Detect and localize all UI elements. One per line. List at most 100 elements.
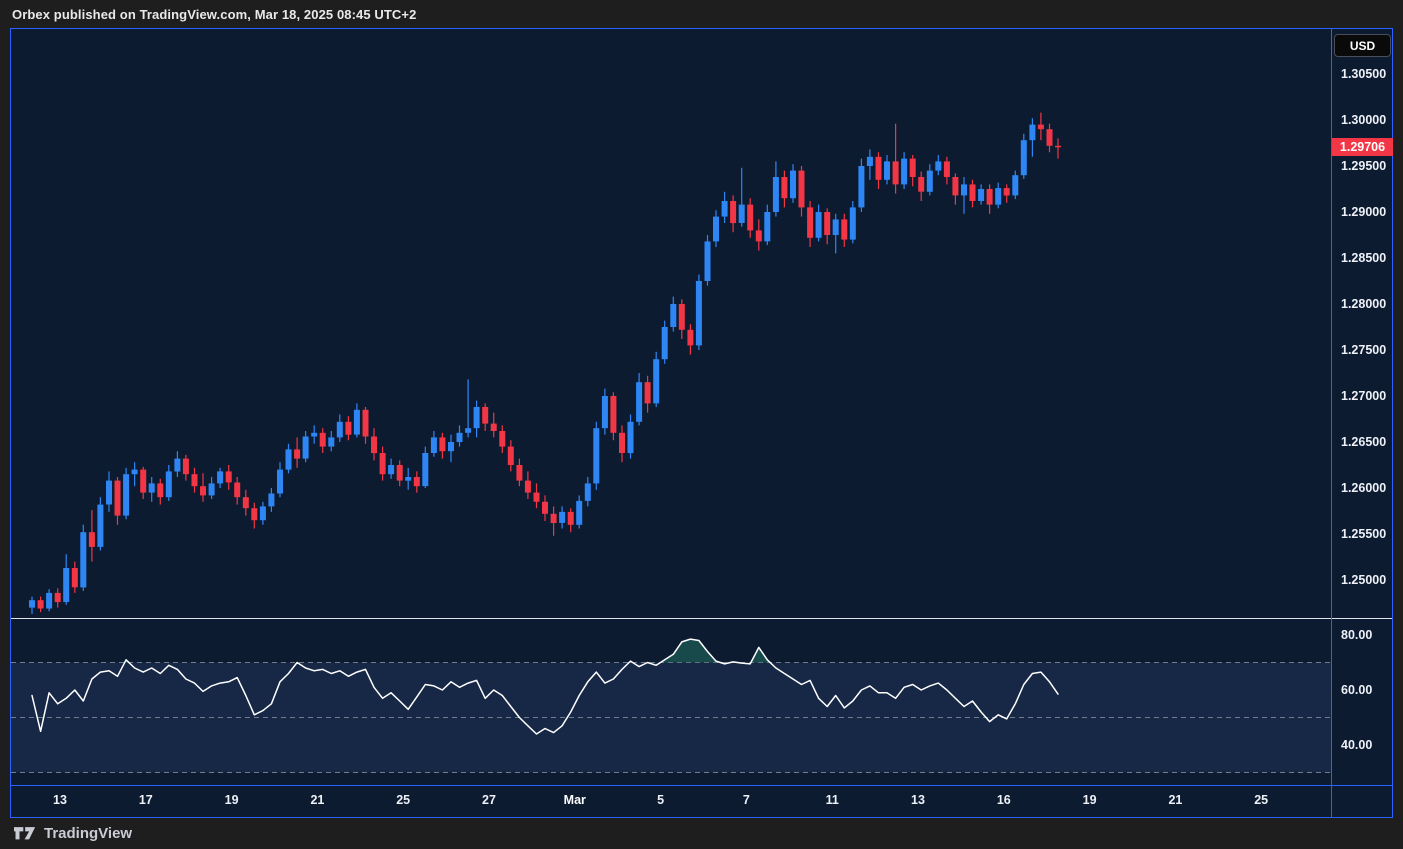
rsi-pane-bottom-border: [11, 785, 1392, 786]
candle-body: [148, 483, 155, 493]
candle-body: [106, 480, 112, 505]
candle-body: [200, 486, 206, 496]
price-tick-label: 1.25000: [1341, 573, 1387, 587]
candle-body: [362, 409, 369, 437]
candle-body: [285, 449, 292, 470]
candle-body: [593, 428, 600, 484]
candle-body: [1003, 188, 1010, 196]
price-tick-label: 1.25500: [1341, 527, 1387, 541]
candle-body: [345, 421, 352, 435]
candle-body: [755, 230, 762, 242]
price-tick-label: 1.28000: [1341, 297, 1387, 311]
candle-body: [1037, 124, 1044, 130]
candle-body: [952, 177, 959, 196]
candle-body: [174, 458, 181, 472]
candle-body: [208, 483, 215, 496]
candle-body: [601, 396, 608, 429]
time-tick-label: Mar: [563, 793, 586, 807]
candle-body: [866, 156, 873, 166]
candle-body: [251, 508, 258, 521]
price-tick-label: 1.26500: [1341, 435, 1387, 449]
time-tick-label: 7: [742, 793, 750, 807]
candle-body: [448, 442, 454, 452]
candle-body: [268, 493, 275, 507]
candle-body: [388, 465, 395, 475]
candle-body: [678, 304, 685, 330]
candle-body: [687, 329, 694, 346]
candle-body: [63, 568, 70, 602]
candle-body: [80, 532, 87, 588]
candle-body: [165, 471, 172, 498]
time-tick-label: 27: [482, 793, 496, 807]
price-axis-border: [1331, 29, 1332, 817]
time-axis[interactable]: 13 17 19 21 25 27 Mar 5 7 11 13 16 19 21 25: [11, 786, 1331, 819]
candle-body: [661, 327, 668, 360]
price-tick-label: 1.30000: [1341, 113, 1387, 127]
rsi-tick-label: 60.00: [1341, 683, 1373, 697]
price-tick-label: 1.27500: [1341, 343, 1387, 357]
candle-body: [772, 177, 779, 212]
candle-body: [371, 436, 377, 454]
rsi-pane[interactable]: [11, 619, 1331, 785]
candle-body: [721, 201, 728, 217]
candle-body: [114, 480, 121, 516]
candle-body: [627, 421, 634, 454]
candle-body: [439, 437, 446, 452]
candle-body: [815, 212, 822, 238]
candle-body: [1046, 129, 1053, 146]
candle-body: [259, 506, 266, 521]
candle-body: [1055, 145, 1061, 148]
pane-divider[interactable]: [11, 618, 1392, 619]
price-axis[interactable]: USD 1.29706 1.30500 1.30000 1.29500 1.29000…: [1332, 29, 1393, 817]
candle-body: [935, 161, 942, 171]
candle-body: [1029, 124, 1036, 141]
candle-body: [336, 421, 343, 438]
candle-body: [422, 453, 429, 487]
candle-body: [46, 592, 53, 609]
candle-body: [524, 480, 531, 493]
time-tick-label: 21: [1168, 793, 1183, 807]
time-tick-label: 17: [138, 793, 153, 807]
candle-body: [473, 407, 480, 429]
tradingview-logo-icon[interactable]: [14, 825, 36, 842]
candle-body: [396, 465, 403, 481]
currency-button[interactable]: USD: [1334, 34, 1391, 57]
price-tick-label: 1.27000: [1341, 389, 1387, 403]
candle-body: [670, 304, 677, 327]
candle-body: [405, 477, 412, 481]
candle-body: [559, 511, 566, 523]
candle-body: [430, 437, 437, 453]
candle-body: [619, 432, 625, 453]
time-tick-label: 25: [396, 793, 411, 807]
candle-body: [849, 207, 856, 240]
candle-body: [884, 161, 890, 180]
time-tick-label: 11: [825, 793, 839, 807]
rsi-line: [31, 638, 1059, 735]
price-tick-label: 1.28500: [1341, 251, 1387, 265]
candle-body: [695, 281, 702, 346]
time-tick-label: 19: [1082, 793, 1097, 807]
candlestick-pane[interactable]: [11, 29, 1331, 618]
candle-body: [918, 177, 925, 192]
candle-body: [465, 428, 472, 433]
tradingview-brand[interactable]: TradingView: [44, 825, 133, 842]
candle-body: [131, 469, 138, 475]
time-tick-label: 19: [224, 793, 239, 807]
candle-body: [379, 453, 386, 475]
candle-body: [71, 568, 78, 588]
candle-body: [764, 212, 771, 242]
candle-body: [943, 161, 950, 177]
candle-body: [986, 189, 993, 205]
price-tick-label: 1.29000: [1341, 205, 1387, 219]
candle-body: [499, 431, 506, 447]
candle-body: [738, 204, 745, 223]
candle-body: [550, 513, 557, 523]
candle-body: [533, 492, 540, 502]
candle-body: [636, 382, 643, 422]
time-tick-label: 5: [657, 793, 665, 807]
publish-info-text: Orbex published on TradingView.com, Mar …: [12, 6, 417, 22]
candle-body: [978, 189, 985, 201]
last-price-badge: 1.29706: [1332, 138, 1393, 156]
candle-body: [516, 465, 523, 481]
candle-body: [644, 382, 651, 404]
